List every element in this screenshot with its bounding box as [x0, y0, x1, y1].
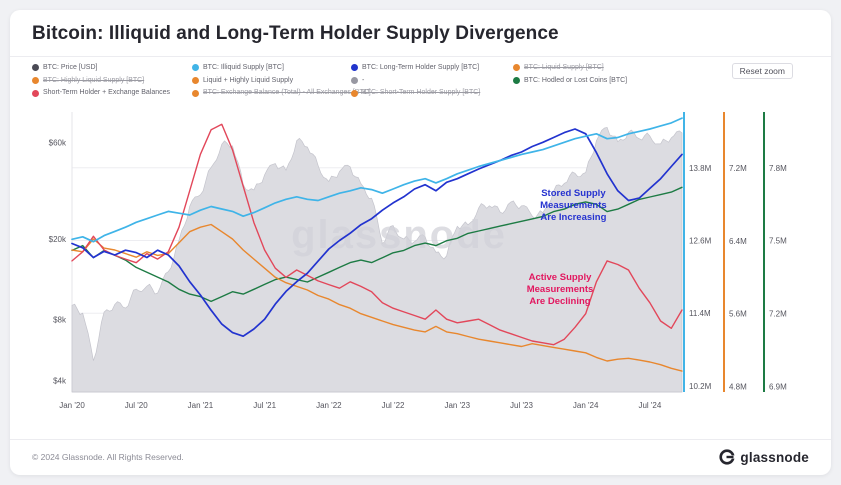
svg-text:Jan '22: Jan '22 — [316, 401, 342, 410]
svg-text:5.6M: 5.6M — [729, 310, 747, 319]
right-axis-supply-liquid: 7.2M 6.4M 5.6M 4.8M — [723, 112, 747, 393]
svg-text:7.8M: 7.8M — [769, 164, 787, 173]
legend-dot-icon — [192, 64, 199, 72]
legend-item-btc-hodled-or-lost-coins-btc[interactable]: BTC: Hodled or Lost Coins [BTC] — [513, 77, 809, 85]
legend-item-label: Short-Term Holder + Exchange Balances — [43, 89, 171, 97]
reset-zoom-button[interactable]: Reset zoom — [731, 63, 793, 79]
annotation-stored-supply: Stored Supply Measurements Are Increasing — [540, 188, 607, 223]
chart-area: glassnode Stored Supply Measurements Are In… — [10, 98, 831, 439]
svg-text:$20k: $20k — [49, 235, 67, 244]
legend: BTC: Price [USD] BTC: Illiquid Supply [BT… — [32, 64, 809, 97]
series-line-btc-hodled-or-lost-coins-btc — [71, 186, 683, 303]
svg-text:13.8M: 13.8M — [689, 164, 712, 173]
legend-dot-icon — [513, 77, 520, 85]
legend-item-btc-illiquid-supply-btc[interactable]: BTC: Illiquid Supply [BTC] — [192, 64, 349, 72]
legend-dot-icon — [32, 77, 39, 85]
svg-text:4.8M: 4.8M — [729, 383, 747, 392]
legend-item-short-term-holder-exchange-balances[interactable]: Short-Term Holder + Exchange Balances — [32, 89, 190, 97]
legend-item-label: BTC: Highly Liquid Supply [BTC] — [43, 76, 145, 84]
x-axis: Jan '20 Jul '20 Jan '21 Jul '21 Jan '22 Jul '… — [59, 401, 662, 410]
legend-item-btc-liquid-supply-btc[interactable]: BTC: Liquid Supply [BTC] — [513, 64, 809, 72]
series-line-short-term-holder-exchange-balances — [71, 123, 683, 346]
svg-text:11.4M: 11.4M — [689, 309, 711, 318]
svg-text:Jul '23: Jul '23 — [510, 401, 533, 410]
series-line-liquid-highly-liquid-supply — [71, 223, 683, 372]
legend-dot-icon — [192, 89, 199, 97]
legend-item-label: - — [362, 76, 365, 84]
svg-text:Jul '20: Jul '20 — [125, 401, 148, 410]
legend-dot-icon — [32, 89, 39, 97]
legend-dot-icon — [351, 77, 358, 85]
legend-item-label: BTC: Short-Term Holder Supply [BTC] — [362, 89, 481, 97]
legend-dot-icon — [32, 64, 39, 72]
svg-text:Jul '24: Jul '24 — [638, 401, 661, 410]
svg-text:7.2M: 7.2M — [729, 164, 747, 173]
svg-text:Jan '21: Jan '21 — [188, 401, 214, 410]
legend-item-label: BTC: Liquid Supply [BTC] — [524, 64, 604, 71]
series-line-btc-long-term-holder-supply-btc — [71, 128, 683, 338]
legend-dot-icon — [513, 64, 520, 72]
glassnode-logo-icon — [719, 449, 736, 465]
right-axis-supply-hodl: 7.8M 7.5M 7.2M 6.9M — [763, 112, 787, 393]
svg-text:6.4M: 6.4M — [729, 237, 747, 246]
legend-item-dash[interactable]: - — [351, 77, 511, 85]
legend-item-label: BTC: Hodled or Lost Coins [BTC] — [524, 76, 628, 84]
page-title: Bitcoin: Illiquid and Long-Term Holder S… — [32, 23, 559, 44]
chart-card: Bitcoin: Illiquid and Long-Term Holder S… — [10, 10, 831, 475]
right-axis-supply-main: 13.8M 12.6M 11.4M 10.2M — [683, 112, 712, 393]
legend-item-liquid-highly-liquid-supply[interactable]: Liquid + Highly Liquid Supply — [192, 77, 349, 85]
legend-item-label: BTC: Exchange Balance (Total) - All Exch… — [203, 89, 371, 97]
svg-text:12.6M: 12.6M — [689, 237, 712, 246]
svg-text:Jul '22: Jul '22 — [382, 401, 405, 410]
svg-text:Jan '20: Jan '20 — [59, 401, 85, 410]
legend-item-label: Liquid + Highly Liquid Supply — [203, 76, 294, 84]
legend-item-label: BTC: Long-Term Holder Supply [BTC] — [362, 64, 480, 71]
supply-divergence-chart[interactable]: glassnode Stored Supply Measurements Are In… — [22, 100, 819, 418]
svg-text:$4k: $4k — [53, 376, 67, 385]
legend-item-label: BTC: Illiquid Supply [BTC] — [203, 64, 284, 71]
footer-brand-text: glassnode — [740, 449, 809, 465]
footer-copyright: © 2024 Glassnode. All Rights Reserved. — [32, 452, 184, 462]
svg-text:Jan '23: Jan '23 — [444, 401, 470, 410]
svg-text:7.2M: 7.2M — [769, 310, 787, 319]
svg-text:10.2M: 10.2M — [689, 382, 712, 391]
legend-item-btc-long-term-holder-supply-btc[interactable]: BTC: Long-Term Holder Supply [BTC] — [351, 64, 511, 72]
legend-item-btc-price-usd[interactable]: BTC: Price [USD] — [32, 64, 190, 72]
title-row: Bitcoin: Illiquid and Long-Term Holder S… — [10, 10, 831, 57]
svg-text:$8k: $8k — [53, 315, 67, 324]
svg-text:6.9M: 6.9M — [769, 382, 787, 391]
legend-dot-icon — [351, 64, 358, 72]
svg-text:Jan '24: Jan '24 — [573, 401, 599, 410]
legend-item-label: BTC: Price [USD] — [43, 64, 98, 71]
glassnode-watermark: glassnode — [291, 213, 507, 257]
svg-text:Jul '21: Jul '21 — [253, 401, 276, 410]
footer: © 2024 Glassnode. All Rights Reserved. g… — [10, 439, 831, 475]
svg-text:7.5M: 7.5M — [769, 237, 787, 246]
annotation-active-supply: Active Supply Measurements Are Declining — [527, 272, 594, 307]
legend-bar: BTC: Price [USD] BTC: Illiquid Supply [BT… — [10, 57, 831, 98]
glassnode-logo: glassnode — [719, 449, 809, 465]
legend-dot-icon — [351, 89, 358, 97]
legend-item-btc-short-term-holder-supply-btc[interactable]: BTC: Short-Term Holder Supply [BTC] — [351, 89, 511, 97]
svg-text:$60k: $60k — [49, 139, 67, 148]
legend-item-btc-exchange-balance-total-all-exchanges-btc[interactable]: BTC: Exchange Balance (Total) - All Exch… — [192, 89, 371, 97]
series-line-btc-illiquid-supply-btc — [71, 117, 683, 243]
legend-dot-icon — [192, 77, 199, 85]
left-price-axis: $60k $20k $8k $4k — [49, 139, 67, 386]
legend-item-btc-highly-liquid-supply-btc[interactable]: BTC: Highly Liquid Supply [BTC] — [32, 77, 190, 85]
